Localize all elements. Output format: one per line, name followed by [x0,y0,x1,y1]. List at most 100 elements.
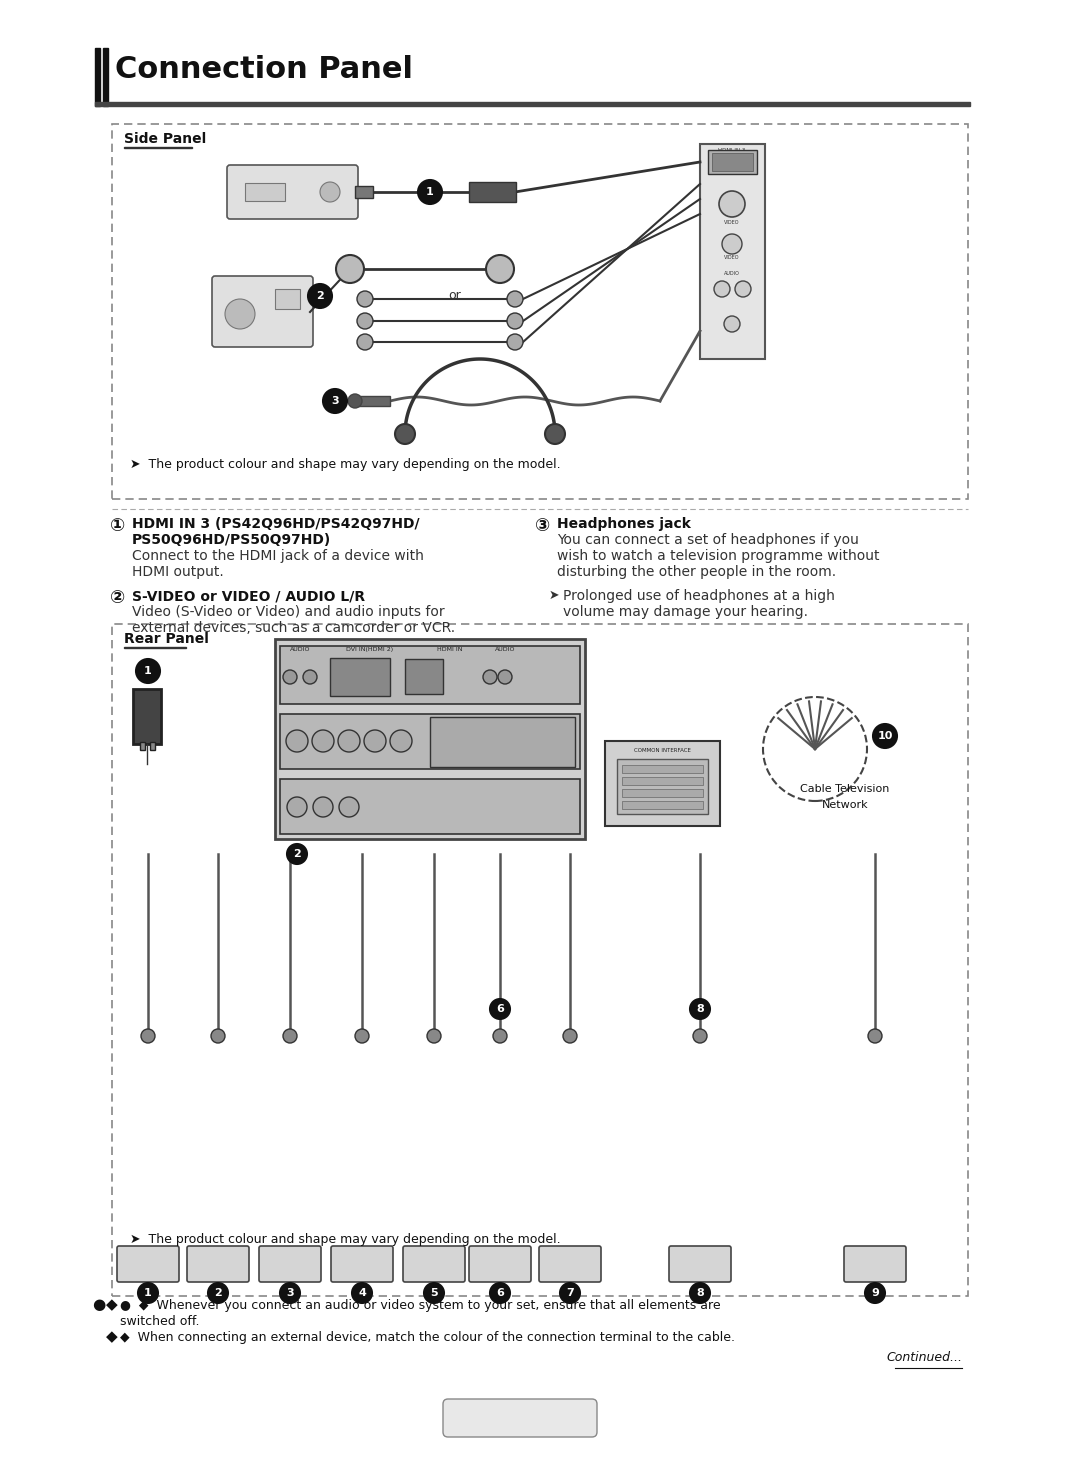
Circle shape [507,313,523,329]
Circle shape [352,1282,372,1303]
FancyBboxPatch shape [443,1400,597,1438]
Circle shape [714,281,730,297]
Text: ➤: ➤ [549,589,559,602]
FancyBboxPatch shape [212,277,313,347]
Bar [95,48,100,105]
Bar [124,647,186,649]
Circle shape [865,1282,885,1303]
FancyBboxPatch shape [259,1246,321,1282]
Bar [275,288,300,309]
Text: 5: 5 [430,1288,437,1299]
Bar [355,186,373,198]
FancyBboxPatch shape [187,1246,249,1282]
Text: Prolonged use of headphones at a high: Prolonged use of headphones at a high [563,589,835,603]
Text: ◆  When connecting an external device, match the colour of the connection termin: ◆ When connecting an external device, ma… [120,1331,735,1344]
Circle shape [492,1029,507,1042]
Text: ◆: ◆ [106,1297,118,1312]
Text: Video (S-Video or Video) and audio inputs for: Video (S-Video or Video) and audio input… [132,605,445,619]
Text: VIDEO: VIDEO [725,255,740,261]
Circle shape [336,255,364,283]
Circle shape [498,671,512,684]
Text: 8: 8 [697,1004,704,1015]
Circle shape [287,796,307,817]
Bar [622,777,703,785]
Circle shape [303,671,318,684]
Bar [622,766,703,773]
Circle shape [561,1282,580,1303]
Text: Connection Panel: Connection Panel [114,54,413,83]
Circle shape [312,731,334,752]
Circle shape [323,389,347,413]
Bar [280,714,580,769]
Text: 1: 1 [144,1288,152,1299]
Text: ➤  The product colour and shape may vary depending on the model.: ➤ The product colour and shape may vary … [130,458,561,471]
Text: DVI IN(HDMI 2): DVI IN(HDMI 2) [347,647,393,651]
Text: 1: 1 [144,666,152,676]
Text: Continued...: Continued... [886,1351,962,1364]
Circle shape [486,255,514,283]
Bar [280,646,580,704]
Bar [355,395,390,406]
Circle shape [320,182,340,202]
Circle shape [424,1282,444,1303]
Circle shape [313,796,333,817]
Text: 7: 7 [566,1288,573,1299]
FancyBboxPatch shape [843,1246,906,1282]
Text: Headphones jack: Headphones jack [557,517,691,531]
Circle shape [138,1282,158,1303]
Circle shape [490,1282,510,1303]
Circle shape [338,731,360,752]
FancyBboxPatch shape [469,1246,531,1282]
Text: ◆: ◆ [106,1329,118,1344]
Text: ➤  The product colour and shape may vary depending on the model.: ➤ The product colour and shape may vary … [130,1233,561,1246]
Text: 3: 3 [286,1288,294,1299]
Bar [124,146,192,148]
Text: wish to watch a television programme without: wish to watch a television programme wit… [557,549,879,564]
Text: AUDIO: AUDIO [724,271,740,277]
Text: Connect to the HDMI jack of a device with: Connect to the HDMI jack of a device wit… [132,549,423,564]
Text: ③: ③ [535,517,550,534]
Text: AV IN: AV IN [725,198,740,203]
Bar [405,659,443,694]
Text: HDMI IN 3: HDMI IN 3 [718,148,745,154]
Circle shape [719,190,745,217]
Circle shape [339,796,359,817]
Circle shape [873,725,897,748]
Bar [103,48,108,105]
Text: ●  ◆  Whenever you connect an audio or video system to your set, ensure that all: ● ◆ Whenever you connect an audio or vid… [120,1299,720,1312]
Text: S-VIDEO or VIDEO / AUDIO L/R: S-VIDEO or VIDEO / AUDIO L/R [132,589,365,603]
Circle shape [507,291,523,307]
Bar [150,742,156,750]
Circle shape [280,1282,300,1303]
Circle shape [141,1029,156,1042]
FancyBboxPatch shape [539,1246,600,1282]
Text: disturbing the other people in the room.: disturbing the other people in the room. [557,565,836,578]
Text: 10: 10 [877,731,893,741]
FancyBboxPatch shape [403,1246,465,1282]
Bar [330,657,390,695]
Bar [280,779,580,834]
Bar [133,690,161,744]
Text: AUDIO: AUDIO [289,647,310,651]
Circle shape [693,1029,707,1042]
Circle shape [364,731,386,752]
Text: Cable Television: Cable Television [800,785,890,793]
Circle shape [723,234,742,253]
Text: PS50Q96HD/PS50Q97HD): PS50Q96HD/PS50Q97HD) [132,533,332,548]
Circle shape [390,731,411,752]
Circle shape [690,1282,710,1303]
Circle shape [357,291,373,307]
Circle shape [286,731,308,752]
Circle shape [545,425,565,444]
Text: Side Panel: Side Panel [124,132,206,146]
Bar [275,638,585,839]
Bar [700,143,765,359]
Text: VIDEO: VIDEO [725,220,740,225]
Text: HDMI output.: HDMI output. [132,565,224,578]
Circle shape [308,284,332,307]
Text: ①: ① [110,517,125,534]
Circle shape [136,659,160,684]
Text: 8: 8 [697,1288,704,1299]
Text: volume may damage your hearing.: volume may damage your hearing. [563,605,808,619]
Text: 9: 9 [872,1288,879,1299]
